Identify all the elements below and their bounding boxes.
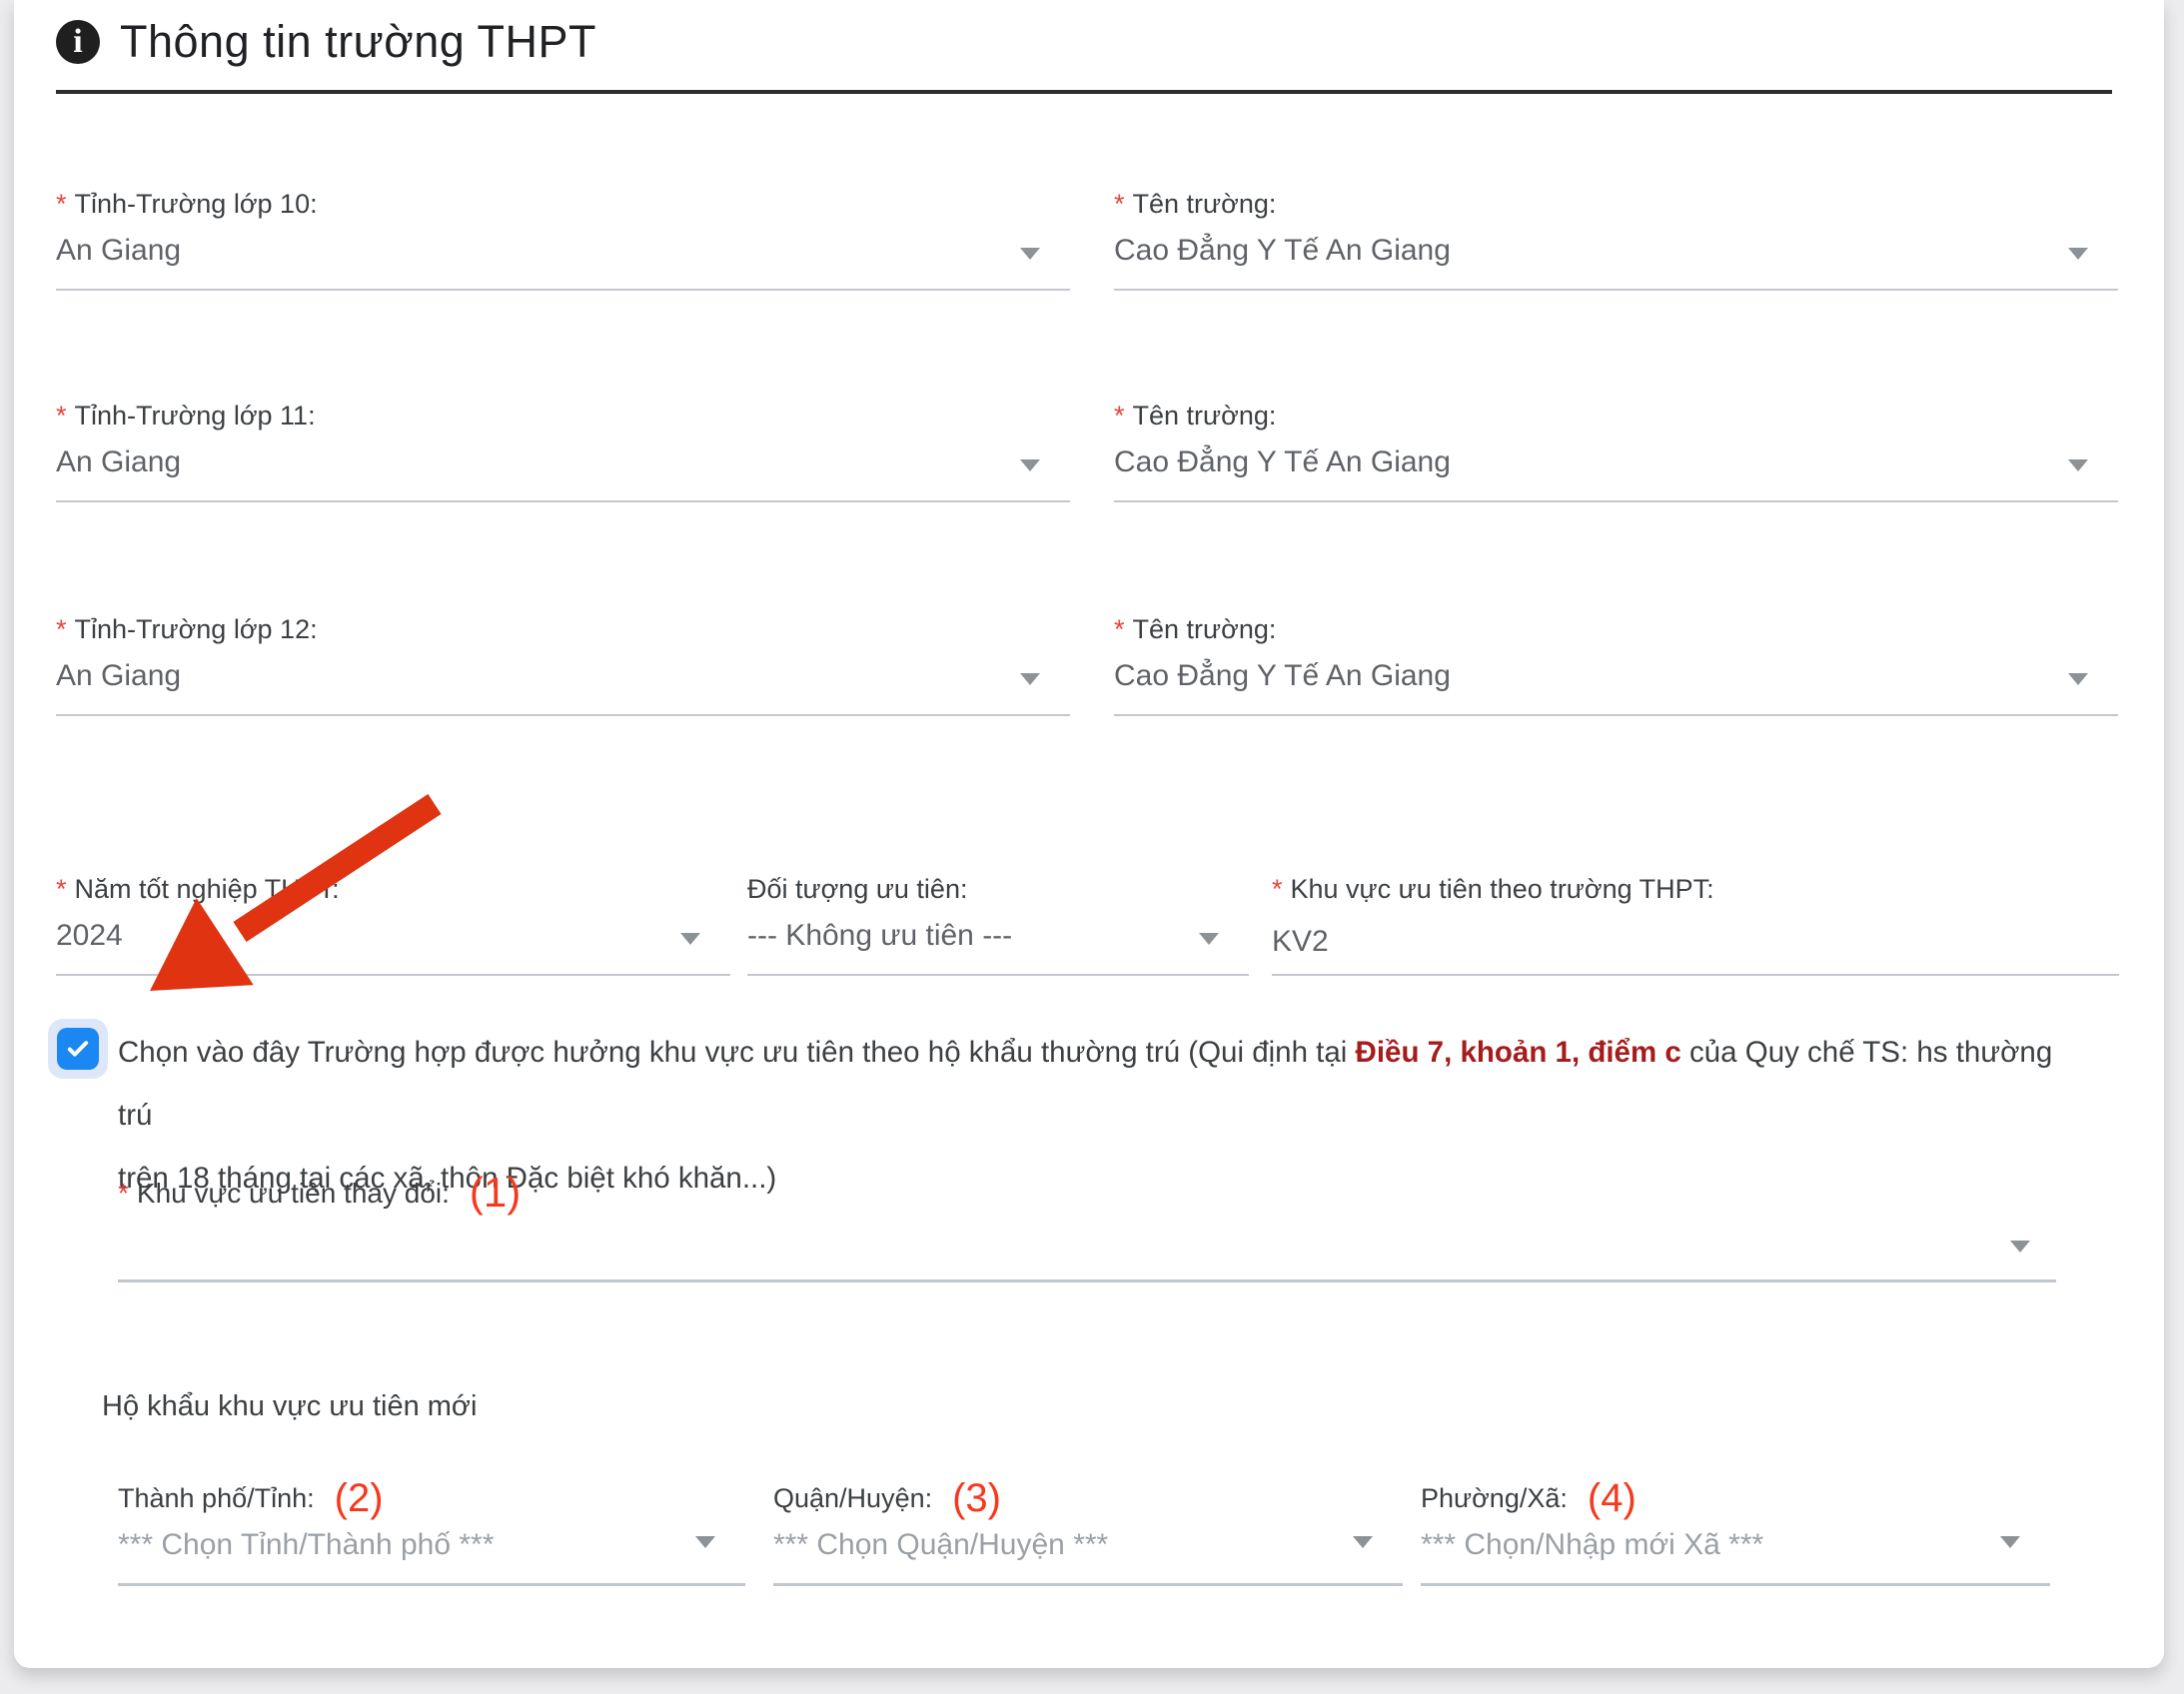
field-underline bbox=[1272, 974, 2119, 976]
field-underline bbox=[118, 1279, 2056, 1282]
required-marker: * bbox=[118, 1178, 129, 1209]
required-marker: * bbox=[56, 189, 67, 219]
placeholder-value: *** Chọn Quận/Huyện *** bbox=[773, 1528, 1109, 1561]
selected-value: Cao Đẳng Y Tế An Giang bbox=[1114, 234, 1451, 267]
new-priority-area-heading: Hộ khẩu khu vực ưu tiên mới bbox=[102, 1390, 478, 1422]
annotation-2: (2) bbox=[334, 1476, 384, 1520]
placeholder-value: *** Chọn/Nhập mới Xã *** bbox=[1421, 1528, 1764, 1561]
dropdown-arrow-icon bbox=[1199, 933, 1219, 945]
field-value: KV2 bbox=[1272, 925, 1329, 958]
field-label: * Khu vực ưu tiên theo trường THPT: bbox=[1272, 874, 1714, 904]
priority-object-select[interactable]: Đối tượng ưu tiên: --- Không ưu tiên --- bbox=[747, 871, 1249, 976]
section-header: i Thông tin trường THPT bbox=[56, 10, 596, 74]
selected-value: An Giang bbox=[56, 445, 182, 478]
field-label: * Tên trường: bbox=[1114, 401, 1277, 430]
ward-select[interactable]: Phường/Xã: (4) *** Chọn/Nhập mới Xã *** bbox=[1421, 1476, 2050, 1586]
selected-value: Cao Đẳng Y Tế An Giang bbox=[1114, 659, 1451, 692]
required-marker: * bbox=[1114, 614, 1125, 644]
field-label: * Tên trường: bbox=[1114, 189, 1277, 219]
dropdown-arrow-icon bbox=[695, 1536, 715, 1548]
required-marker: * bbox=[56, 401, 67, 430]
field-label: Phường/Xã: (4) bbox=[1421, 1476, 1637, 1520]
field-label: * Khu vực ưu tiên thay đổi: (1) bbox=[118, 1169, 522, 1216]
priority-area-checkbox[interactable] bbox=[57, 1028, 99, 1070]
placeholder-value: *** Chọn Tỉnh/Thành phố *** bbox=[118, 1528, 495, 1561]
checkbox-text-line2: trên 18 tháng tại các xã, thôn Đặc biệt … bbox=[118, 1162, 777, 1195]
field-label: * Tỉnh-Trường lớp 10: bbox=[56, 189, 318, 219]
page-title: Thông tin trường THPT bbox=[120, 16, 596, 67]
grade12-province-select[interactable]: * Tỉnh-Trường lớp 12: An Giang bbox=[56, 611, 1070, 716]
required-marker: * bbox=[1114, 189, 1125, 219]
field-label: * Tên trường: bbox=[1114, 614, 1277, 644]
field-label: Thành phố/Tỉnh: (2) bbox=[118, 1476, 384, 1520]
dropdown-arrow-icon bbox=[1020, 459, 1040, 471]
priority-area-changed-select[interactable]: * Khu vực ưu tiên thay đổi: (1) bbox=[118, 1169, 2056, 1282]
field-underline bbox=[118, 1583, 745, 1586]
dropdown-arrow-icon bbox=[2000, 1536, 2020, 1548]
selected-value: An Giang bbox=[56, 659, 182, 692]
required-marker: * bbox=[1272, 874, 1283, 904]
annotation-1: (1) bbox=[469, 1169, 522, 1216]
field-label: * Tỉnh-Trường lớp 11: bbox=[56, 401, 316, 430]
field-underline bbox=[56, 289, 1070, 291]
city-province-select[interactable]: Thành phố/Tỉnh: (2) *** Chọn Tỉnh/Thành p… bbox=[118, 1476, 745, 1586]
checkbox-focus-ring bbox=[48, 1019, 108, 1079]
regulation-reference: Điều 7, khoản 1, điểm c bbox=[1355, 1036, 1681, 1069]
field-underline bbox=[747, 974, 1249, 976]
dropdown-arrow-icon bbox=[2068, 248, 2088, 260]
dropdown-arrow-icon bbox=[1020, 673, 1040, 685]
selected-value: Cao Đẳng Y Tế An Giang bbox=[1114, 445, 1451, 478]
grade12-school-select[interactable]: * Tên trường: Cao Đẳng Y Tế An Giang bbox=[1114, 611, 2118, 716]
selected-value: --- Không ưu tiên --- bbox=[747, 919, 1013, 952]
field-underline bbox=[56, 714, 1070, 716]
required-marker: * bbox=[1114, 401, 1125, 430]
selected-value: 2024 bbox=[56, 919, 123, 952]
annotation-3: (3) bbox=[952, 1476, 1001, 1520]
required-marker: * bbox=[56, 874, 67, 904]
field-underline bbox=[1114, 289, 2118, 291]
dropdown-arrow-icon bbox=[1020, 248, 1040, 260]
checkbox-text-tail: của Quy chế TS: hs thường trú bbox=[118, 1036, 2053, 1132]
check-icon bbox=[67, 1041, 89, 1057]
district-select[interactable]: Quận/Huyện: (3) *** Chọn Quận/Huyện *** bbox=[773, 1476, 1403, 1586]
field-underline bbox=[56, 500, 1070, 502]
dropdown-arrow-icon bbox=[1353, 1536, 1373, 1548]
field-underline bbox=[56, 974, 730, 976]
dropdown-arrow-icon bbox=[680, 933, 700, 945]
grade11-school-select[interactable]: * Tên trường: Cao Đẳng Y Tế An Giang bbox=[1114, 398, 2118, 502]
field-label: * Năm tốt nghiệp THPT: bbox=[56, 874, 340, 904]
annotation-4: (4) bbox=[1587, 1476, 1637, 1520]
priority-area-school-input[interactable]: * Khu vực ưu tiên theo trường THPT: KV2 bbox=[1272, 871, 2119, 976]
field-underline bbox=[1114, 500, 2118, 502]
info-icon: i bbox=[56, 20, 100, 64]
grade10-province-select[interactable]: * Tỉnh-Trường lớp 10: An Giang bbox=[56, 186, 1070, 291]
checkbox-text-lead: Chọn vào đây Trường hợp được hưởng khu v… bbox=[118, 1036, 1356, 1069]
dropdown-arrow-icon bbox=[2068, 673, 2088, 685]
checkbox-label[interactable]: Chọn vào đây Trường hợp được hưởng khu v… bbox=[118, 1021, 2084, 1210]
dropdown-arrow-icon bbox=[2068, 459, 2088, 471]
field-label: Quận/Huyện: (3) bbox=[773, 1476, 1001, 1520]
title-divider bbox=[56, 90, 2112, 94]
dropdown-arrow-icon bbox=[2010, 1241, 2030, 1253]
grade11-province-select[interactable]: * Tỉnh-Trường lớp 11: An Giang bbox=[56, 398, 1070, 502]
field-label: Đối tượng ưu tiên: bbox=[747, 874, 968, 904]
field-underline bbox=[1421, 1583, 2050, 1586]
grade10-school-select[interactable]: * Tên trường: Cao Đẳng Y Tế An Giang bbox=[1114, 186, 2118, 291]
selected-value: An Giang bbox=[56, 234, 182, 267]
field-label: * Tỉnh-Trường lớp 12: bbox=[56, 614, 318, 644]
graduation-year-select[interactable]: * Năm tốt nghiệp THPT: 2024 bbox=[56, 871, 730, 976]
field-underline bbox=[773, 1583, 1403, 1586]
required-marker: * bbox=[56, 614, 67, 644]
field-underline bbox=[1114, 714, 2118, 716]
